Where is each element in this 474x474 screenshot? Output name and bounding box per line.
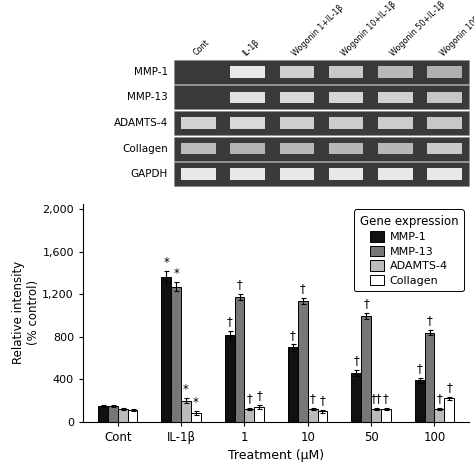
Text: Collagen: Collagen xyxy=(122,144,168,154)
Text: †: † xyxy=(437,392,442,405)
Bar xyxy=(329,168,364,180)
Bar xyxy=(378,168,413,180)
Bar xyxy=(98,406,108,422)
Bar xyxy=(171,287,181,422)
Y-axis label: Relative intensity
(% control): Relative intensity (% control) xyxy=(11,261,39,365)
Text: Wogonin 10+IL-1β: Wogonin 10+IL-1β xyxy=(340,0,398,58)
Text: †: † xyxy=(427,315,432,328)
Bar xyxy=(108,406,118,422)
Text: †: † xyxy=(256,390,262,402)
Bar xyxy=(378,66,413,78)
Bar xyxy=(235,297,245,422)
Text: †: † xyxy=(417,363,423,375)
Bar xyxy=(174,111,469,135)
Text: Wogonin 50+IL-1β: Wogonin 50+IL-1β xyxy=(389,0,447,58)
Bar xyxy=(280,143,314,155)
Bar xyxy=(444,399,454,422)
Bar xyxy=(230,168,265,180)
Bar xyxy=(428,117,462,129)
Bar xyxy=(230,91,265,103)
Text: †: † xyxy=(290,328,296,342)
Bar xyxy=(428,143,462,155)
Text: MMP-13: MMP-13 xyxy=(127,92,168,102)
Bar xyxy=(225,335,235,422)
Bar xyxy=(280,168,314,180)
Text: †: † xyxy=(383,392,389,405)
X-axis label: Treatment (μM): Treatment (μM) xyxy=(228,449,324,463)
Bar xyxy=(128,410,137,422)
Text: *: * xyxy=(193,396,199,409)
Text: †: † xyxy=(354,354,359,367)
Bar xyxy=(181,168,216,180)
Text: Cont: Cont xyxy=(192,38,211,58)
Bar xyxy=(174,85,469,109)
Text: †: † xyxy=(310,392,316,405)
Bar xyxy=(191,413,201,422)
Bar xyxy=(181,401,191,422)
Bar xyxy=(351,373,361,422)
Bar xyxy=(288,347,298,422)
Bar xyxy=(230,143,265,155)
Text: †: † xyxy=(319,394,325,407)
Text: Wogonin 1+IL-1β: Wogonin 1+IL-1β xyxy=(291,3,345,58)
Bar xyxy=(174,162,469,186)
Text: †: † xyxy=(300,283,306,296)
Bar xyxy=(181,117,216,129)
Bar xyxy=(329,117,364,129)
Text: IL-1β: IL-1β xyxy=(241,38,261,58)
Text: *: * xyxy=(164,256,169,269)
Bar xyxy=(361,316,371,422)
Bar xyxy=(280,117,314,129)
Bar xyxy=(245,409,254,422)
Bar xyxy=(435,409,444,422)
Text: †: † xyxy=(237,278,242,291)
Text: Wogonin 100+IL-1β: Wogonin 100+IL-1β xyxy=(438,0,474,58)
Text: ADAMTS-4: ADAMTS-4 xyxy=(114,118,168,128)
Text: †: † xyxy=(447,381,452,394)
Bar xyxy=(174,60,469,84)
Bar xyxy=(378,117,413,129)
Bar xyxy=(118,409,128,422)
Bar xyxy=(308,409,318,422)
Legend: MMP-1, MMP-13, ADAMTS-4, Collagen: MMP-1, MMP-13, ADAMTS-4, Collagen xyxy=(354,210,464,292)
Bar xyxy=(378,91,413,103)
Bar xyxy=(371,409,381,422)
Text: †: † xyxy=(246,392,252,405)
Bar xyxy=(428,91,462,103)
Bar xyxy=(381,409,391,422)
Bar xyxy=(162,277,171,422)
Text: ††: †† xyxy=(370,392,382,405)
Text: *: * xyxy=(183,383,189,396)
Bar xyxy=(329,66,364,78)
Bar xyxy=(425,333,435,422)
Bar xyxy=(428,168,462,180)
Bar xyxy=(181,143,216,155)
Bar xyxy=(174,137,469,161)
Text: †: † xyxy=(363,297,369,310)
Text: GAPDH: GAPDH xyxy=(131,169,168,179)
Bar xyxy=(329,91,364,103)
Text: *: * xyxy=(173,267,179,280)
Bar xyxy=(428,66,462,78)
Bar xyxy=(378,143,413,155)
Bar xyxy=(254,407,264,422)
Text: MMP-1: MMP-1 xyxy=(134,67,168,77)
Bar xyxy=(329,143,364,155)
Bar xyxy=(280,91,314,103)
Bar xyxy=(298,301,308,422)
Bar xyxy=(415,381,425,422)
Bar xyxy=(318,411,328,422)
Text: †: † xyxy=(227,315,233,328)
Bar xyxy=(230,117,265,129)
Bar xyxy=(230,66,265,78)
Bar xyxy=(280,66,314,78)
